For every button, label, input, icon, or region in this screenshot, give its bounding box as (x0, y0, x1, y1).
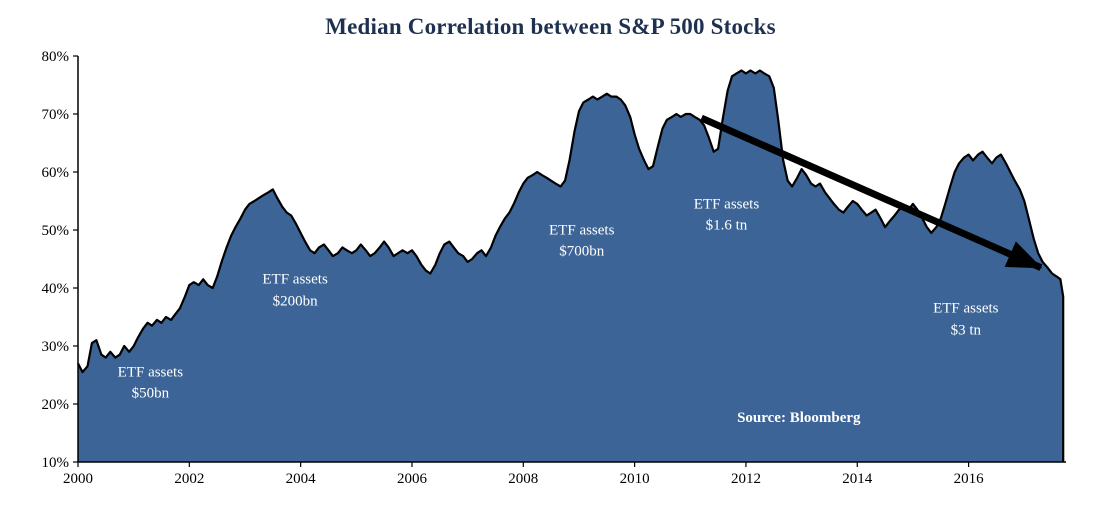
x-tick-label: 2000 (63, 471, 93, 487)
y-tick-label: 70% (42, 107, 70, 123)
x-tick-label: 2004 (286, 471, 317, 487)
x-tick-label: 2006 (397, 471, 428, 487)
area-fill (78, 70, 1064, 462)
x-tick-label: 2002 (174, 471, 204, 487)
x-tick-label: 2012 (731, 471, 761, 487)
y-tick-label: 40% (42, 281, 70, 297)
y-tick-label: 10% (42, 455, 70, 471)
trend-arrow (700, 114, 1043, 271)
x-tick-label: 2008 (508, 471, 538, 487)
y-tick-label: 30% (42, 339, 70, 355)
x-tick-label: 2014 (842, 471, 873, 487)
y-tick-label: 20% (42, 397, 70, 413)
y-tick-label: 60% (42, 165, 70, 181)
x-tick-label: 2016 (954, 471, 985, 487)
y-tick-label: 80% (42, 49, 70, 65)
chart-title: Median Correlation between S&P 500 Stock… (325, 14, 776, 39)
y-tick-label: 50% (42, 223, 70, 239)
x-tick-label: 2010 (620, 471, 650, 487)
